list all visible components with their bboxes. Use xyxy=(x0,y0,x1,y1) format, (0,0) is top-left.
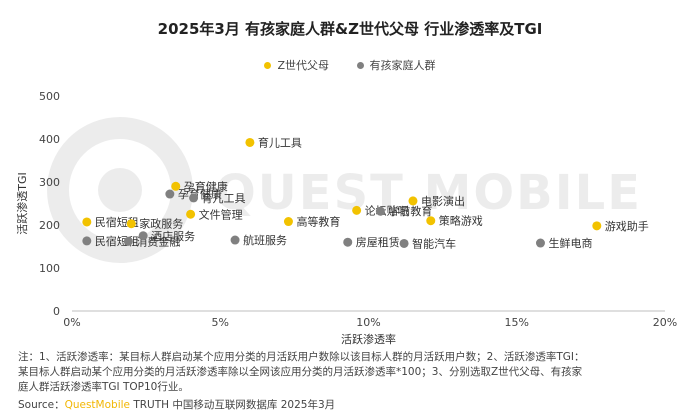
y-tick-label: 100 xyxy=(39,262,60,275)
data-label: 电影演出 xyxy=(421,194,465,208)
data-label: 酒店服务 xyxy=(151,229,195,243)
data-label: 家政服务 xyxy=(139,217,183,231)
data-point xyxy=(171,181,181,191)
legend-label: Z世代父母 xyxy=(277,59,330,72)
scatter-plot: 0% 5% 10% 15% 20% 0 100 200 300 400 500 活跃渗透率 活跃渗透TG… xyxy=(15,90,677,345)
source-prefix: Source： xyxy=(18,399,65,411)
data-label: 论坛贴吧 xyxy=(365,203,409,217)
y-tick-label: 200 xyxy=(39,219,60,232)
footnote-line-2: 某目标人群启动某个应用分类的月活跃渗透率除以全网该应用分类的月活跃渗透率*100… xyxy=(18,366,583,378)
legend-dot-icon xyxy=(264,61,272,69)
data-label: 育儿工具 xyxy=(258,135,302,149)
chart-legend: Z世代父母 有孩家庭人群 xyxy=(0,57,700,73)
x-tick-label: 10% xyxy=(356,316,380,329)
y-tick-label: 500 xyxy=(39,90,60,103)
data-point xyxy=(186,209,196,219)
data-label: 孕育健康 xyxy=(184,179,228,193)
source-text: TRUTH 中国移动互联网数据库 2025年3月 xyxy=(130,399,336,411)
data-point xyxy=(245,137,255,147)
x-axis-label: 活跃渗透率 xyxy=(341,332,396,345)
data-point xyxy=(82,217,92,227)
legend-dot-icon xyxy=(356,61,364,69)
data-label: 游戏助手 xyxy=(605,219,649,233)
x-tick-label: 20% xyxy=(653,316,677,329)
footnote-line-3: 庭人群活跃渗透率TGI TOP10行业。 xyxy=(18,381,189,393)
data-point xyxy=(138,231,148,241)
data-point xyxy=(123,236,133,246)
legend-item-z-parents: Z世代父母 xyxy=(264,57,329,73)
data-point xyxy=(375,206,385,216)
y-tick-label: 400 xyxy=(39,133,60,146)
data-point xyxy=(592,221,602,231)
data-point xyxy=(283,217,293,227)
data-point xyxy=(399,238,409,248)
y-tick-label: 0 xyxy=(53,305,60,318)
data-point xyxy=(165,189,175,199)
data-label: 高等教育 xyxy=(296,215,340,229)
x-tick-label: 0% xyxy=(63,316,80,329)
y-tick-label: 300 xyxy=(39,176,60,189)
legend-label: 有孩家庭人群 xyxy=(369,59,436,72)
data-point xyxy=(82,236,92,246)
data-point xyxy=(126,219,136,229)
x-tick-label: 15% xyxy=(505,316,529,329)
data-label: 房屋租赁 xyxy=(356,235,400,249)
data-point xyxy=(343,237,353,247)
data-label: 孕育健康 xyxy=(178,187,222,201)
data-label: 航班服务 xyxy=(243,233,287,247)
data-label: 消费金融 xyxy=(136,234,180,248)
data-point xyxy=(230,235,240,245)
data-label: 策略游戏 xyxy=(439,214,483,228)
chart-title: 2025年3月 有孩家庭人群&Z世代父母 行业渗透率及TGI xyxy=(157,20,543,38)
data-label: 生鲜电商 xyxy=(548,236,592,250)
footnote: 注：1、活跃渗透率：某目标人群启动某个应用分类的月活跃用户数除以该目标人群的月活… xyxy=(18,350,688,395)
data-point xyxy=(535,238,545,248)
y-axis-label: 活跃渗透TGI xyxy=(15,172,29,235)
data-label: 学前教育 xyxy=(388,204,432,218)
data-label: 智能汽车 xyxy=(412,236,456,250)
data-label: 文件管理 xyxy=(199,207,243,221)
source-brand: QuestMobile xyxy=(64,399,130,411)
x-tick-label: 5% xyxy=(212,316,229,329)
footnote-line-1: 注：1、活跃渗透率：某目标人群启动某个应用分类的月活跃用户数除以该目标人群的月活… xyxy=(18,351,585,363)
data-point xyxy=(426,216,436,226)
data-point xyxy=(189,193,199,203)
data-label: 育儿工具 xyxy=(202,191,246,205)
data-point xyxy=(352,205,362,215)
source-line: Source：QuestMobile TRUTH 中国移动互联网数据库 2025… xyxy=(18,397,335,412)
legend-item-family: 有孩家庭人群 xyxy=(356,57,436,73)
data-point xyxy=(408,196,418,206)
